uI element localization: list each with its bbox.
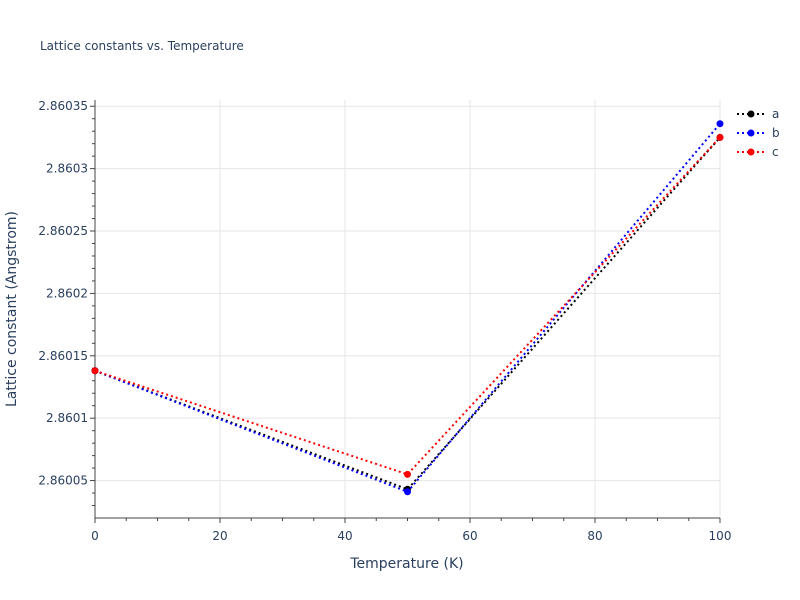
x-tick-label: 20 xyxy=(212,529,227,543)
data-point-b xyxy=(404,488,411,496)
x-tick-label: 0 xyxy=(91,529,99,543)
x-tick-label: 100 xyxy=(709,529,732,543)
legend-label-a: a xyxy=(772,107,779,121)
x-axis-title: Temperature (K) xyxy=(349,556,463,572)
y-axis-title: Lattice constant (Angstrom) xyxy=(4,211,20,407)
legend-marker-c xyxy=(747,148,755,156)
data-point-c xyxy=(91,367,99,375)
legend: abc xyxy=(737,107,780,159)
y-tick-label: 2.8602 xyxy=(46,286,88,300)
legend-marker-a xyxy=(747,110,755,118)
series-line-a xyxy=(94,136,721,491)
y-tick-label: 2.86005 xyxy=(38,474,88,488)
legend-label-c: c xyxy=(772,145,779,159)
x-tick-label: 80 xyxy=(587,529,602,543)
y-tick-label: 2.8601 xyxy=(46,411,88,425)
y-tick-label: 2.8603 xyxy=(46,162,88,176)
data-point-b xyxy=(716,120,724,128)
y-tick-label: 2.86035 xyxy=(38,99,88,113)
grid-layer xyxy=(94,100,721,518)
series-layer xyxy=(91,120,724,496)
x-tick-label: 60 xyxy=(462,529,477,543)
data-point-c xyxy=(404,470,411,478)
series-line-b xyxy=(94,123,721,493)
chart-title: Lattice constants vs. Temperature xyxy=(40,39,244,53)
y-tick-label: 2.86025 xyxy=(38,224,88,238)
axis-layer: 0 20 40 60 80 100 2.86005 2.8601 2.86015 2.8602 2.… xyxy=(38,99,731,543)
y-tick-label: 2.86015 xyxy=(38,349,88,363)
legend-label-b: b xyxy=(772,126,780,140)
series-line-c xyxy=(94,136,721,476)
legend-marker-b xyxy=(747,129,755,137)
data-point-c xyxy=(716,133,724,141)
x-tick-label: 40 xyxy=(337,529,352,543)
